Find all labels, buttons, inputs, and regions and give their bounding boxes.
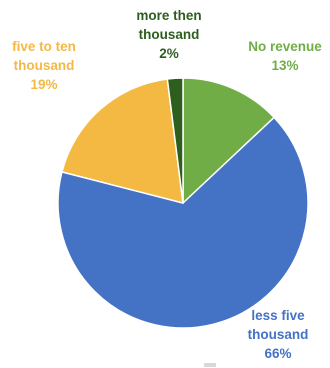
slice-label-1: less five thousand 66% (248, 308, 309, 361)
slice-percent: 66% (264, 346, 291, 361)
slice-label-line: less five (251, 308, 305, 323)
slice-label-3: more then thousand 2% (136, 8, 201, 61)
slice-label-line: thousand (139, 27, 200, 42)
legend-marker (204, 363, 216, 367)
slice-label-line: thousand (248, 327, 309, 342)
pie-slice-0 (182, 77, 276, 205)
slice-label-line: five to ten (12, 39, 76, 54)
slice-label-2: five to ten thousand 19% (12, 39, 76, 92)
pie-slice-2 (61, 78, 184, 205)
slice-label-0: No revenue 13% (248, 39, 322, 73)
slice-label-line: No revenue (248, 39, 322, 54)
slice-label-line: more then (136, 8, 201, 23)
slice-label-line: thousand (14, 58, 75, 73)
slice-labels: No revenue 13% less five thousand 66% five to… (12, 8, 322, 361)
pie-slice-1 (57, 116, 309, 329)
slice-percent: 2% (159, 46, 179, 61)
slice-percent: 13% (271, 58, 298, 73)
slice-percent: 19% (30, 77, 57, 92)
pie-slices (57, 77, 309, 329)
pie-slice-3 (166, 77, 184, 204)
